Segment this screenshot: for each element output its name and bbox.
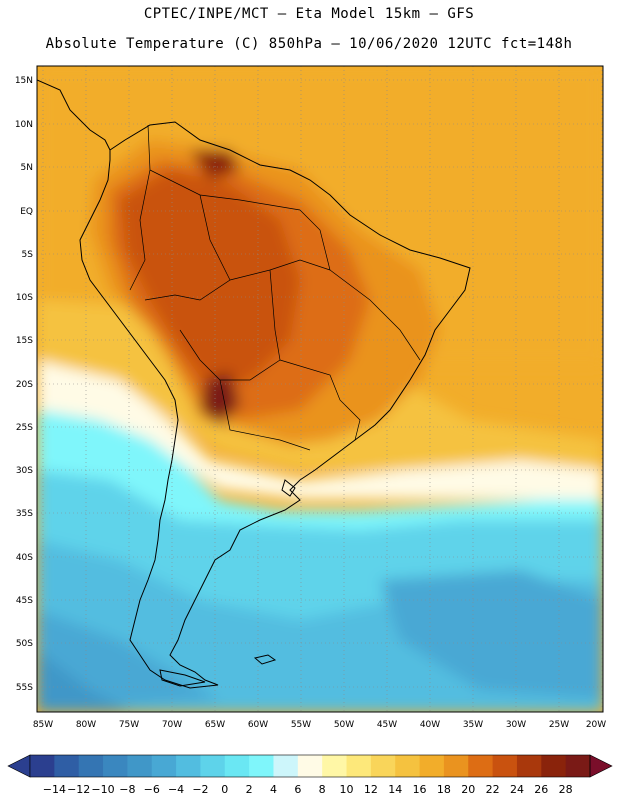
lon-label: 35W <box>463 720 483 730</box>
lat-label: 15N <box>15 76 33 86</box>
colorbar-tick-label: 2 <box>246 783 253 796</box>
colorbar-tick-label: −6 <box>144 783 160 796</box>
lat-label: EQ <box>20 207 33 217</box>
colorbar-tick-label: 0 <box>221 783 228 796</box>
country-borders <box>129 124 421 451</box>
lat-label: 55S <box>16 683 33 693</box>
map-frame <box>36 65 604 713</box>
lon-label: 75W <box>119 720 139 730</box>
lat-label: 45S <box>16 596 33 606</box>
tierra-del-fuego <box>159 669 206 687</box>
colorbar-tick-label: 8 <box>319 783 326 796</box>
colorbar-max-arrow <box>589 754 613 778</box>
lon-label: 20W <box>586 720 606 730</box>
colorbar-swatch <box>151 755 177 777</box>
colorbar-tick-label: 24 <box>510 783 524 796</box>
colorbar-swatch <box>249 755 274 777</box>
latitude-labels: 15N 10N 5N EQ 5S 10S 15S 20S 25S 30S 35S… <box>15 76 33 693</box>
colorbar-swatch <box>273 755 299 777</box>
colorbar-swatch <box>565 755 591 777</box>
central-america-coast <box>37 79 111 151</box>
colorbar-swatch <box>492 755 518 777</box>
colorbar-tick-label: −4 <box>168 783 184 796</box>
falkland-islands <box>253 654 277 665</box>
lon-label: 45W <box>377 720 397 730</box>
lon-label: 40W <box>420 720 440 730</box>
colorbar-tick-label: 12 <box>364 783 378 796</box>
longitude-labels: 85W 80W 75W 70W 65W 60W 55W 50W 45W 40W … <box>33 720 606 730</box>
lon-label: 25W <box>549 720 569 730</box>
colorbar-tick-label: 28 <box>559 783 573 796</box>
colorbar-swatch <box>297 755 323 777</box>
lagoa-dos-patos <box>281 479 296 497</box>
lat-label: 35S <box>16 509 33 519</box>
lat-label: 25S <box>16 423 33 433</box>
south-america-coast <box>79 121 471 689</box>
colorbar-swatch <box>443 755 469 777</box>
title-line-1: CPTEC/INPE/MCT — Eta Model 15km — GFS <box>143 6 475 22</box>
colorbar-tick-label: −14 <box>43 783 66 796</box>
lat-label: 30S <box>16 466 33 476</box>
lat-label: 20S <box>16 380 33 390</box>
colorbar-tick-label: −12 <box>67 783 90 796</box>
colorbar-swatch <box>30 755 55 777</box>
lon-label: 30W <box>506 720 526 730</box>
colorbar-swatch <box>176 755 201 777</box>
title-line-2: Absolute Temperature (C) 850hPa — 10/06/… <box>45 36 573 52</box>
lat-label: 40S <box>16 553 33 563</box>
colorbar-min-arrow <box>7 754 31 778</box>
colorbar-tick-label: −2 <box>192 783 208 796</box>
lat-label: 50S <box>16 639 33 649</box>
colorbar-swatch <box>103 755 128 777</box>
lon-label: 65W <box>205 720 225 730</box>
lat-label: 5N <box>21 163 33 173</box>
lon-label: 50W <box>334 720 354 730</box>
colorbar-swatch <box>346 755 372 777</box>
colorbar-swatch <box>419 755 445 777</box>
colorbar-tick-label: 22 <box>486 783 500 796</box>
lon-label: 70W <box>162 720 182 730</box>
lat-label: 10N <box>15 120 33 130</box>
colorbar-swatch <box>54 755 80 777</box>
coastlines <box>37 79 471 689</box>
colorbar: −14 −12 −10 −8 −6 −4 −2 0 2 4 6 8 10 12 14 16 18 20 22 24 26… <box>7 754 613 796</box>
colorbar-swatch <box>78 755 104 777</box>
colorbar-swatch <box>224 755 250 777</box>
lat-label: 10S <box>16 293 33 303</box>
colorbar-tick-label: −10 <box>91 783 114 796</box>
lon-label: 85W <box>33 720 53 730</box>
colorbar-swatch <box>370 755 396 777</box>
colorbar-swatch <box>200 755 226 777</box>
colorbar-tick-label: 16 <box>413 783 427 796</box>
colorbar-border <box>29 754 591 778</box>
colorbar-swatch <box>468 755 494 777</box>
colorbar-tick-label: 14 <box>388 783 402 796</box>
colorbar-swatch <box>127 755 153 777</box>
colorbar-tick-label: 18 <box>437 783 451 796</box>
colorbar-tick-label: 20 <box>461 783 475 796</box>
colorbar-swatch <box>395 755 421 777</box>
lon-label: 55W <box>291 720 311 730</box>
colorbar-swatch <box>541 755 567 777</box>
colorbar-swatch <box>516 755 542 777</box>
colorbar-tick-label: 10 <box>340 783 354 796</box>
lon-label: 80W <box>76 720 96 730</box>
colorbar-tick-label: −8 <box>119 783 135 796</box>
colorbar-tick-label: 6 <box>294 783 301 796</box>
temperature-field <box>37 66 603 712</box>
lat-label: 5S <box>22 250 34 260</box>
colorbar-tick-label: 26 <box>534 783 548 796</box>
lon-label: 60W <box>248 720 268 730</box>
colorbar-tick-label: 4 <box>270 783 277 796</box>
lat-label: 15S <box>16 336 33 346</box>
colorbar-swatch <box>322 755 348 777</box>
